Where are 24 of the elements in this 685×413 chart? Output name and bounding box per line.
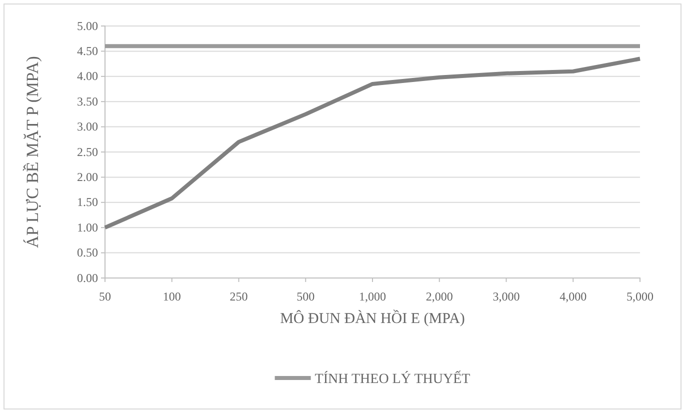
x-tick-label: 100: [162, 290, 181, 304]
y-tick-label: 3.00: [77, 120, 98, 134]
y-tick-label: 2.00: [77, 170, 98, 184]
x-tick-label: 50: [99, 290, 111, 304]
x-tick-label: 2,000: [426, 290, 453, 304]
y-tick-label: 2.50: [77, 144, 98, 159]
x-tick-label: 1,000: [359, 290, 386, 304]
x-tick-label: 3,000: [492, 290, 520, 304]
y-tick-label: 4.00: [77, 69, 98, 84]
legend-label: TÍNH THEO LÝ THUYẾT: [314, 370, 471, 387]
y-tick-label: 4.50: [77, 44, 98, 58]
line-series: [103, 56, 642, 230]
y-tick-label: 3.50: [77, 94, 98, 108]
x-tick-label: 5,000: [626, 290, 654, 304]
y-tick-label: 0.50: [77, 246, 98, 260]
x-tick-label: 250: [230, 290, 248, 304]
y-tick-label: 5.00: [77, 18, 98, 33]
y-tick-label: 0.00: [77, 270, 98, 285]
y-axis-title: ÁP LỰC BỀ MẶT P (MPA): [22, 56, 42, 248]
x-tick-label: 500: [296, 290, 315, 304]
x-axis-title: MÔ ĐUN ĐÀN HỒI E (MPA): [280, 309, 465, 327]
y-tick-label: 1.00: [77, 220, 98, 234]
y-tick-label: 1.50: [77, 195, 98, 210]
x-tick-label: 4,000: [560, 290, 587, 304]
